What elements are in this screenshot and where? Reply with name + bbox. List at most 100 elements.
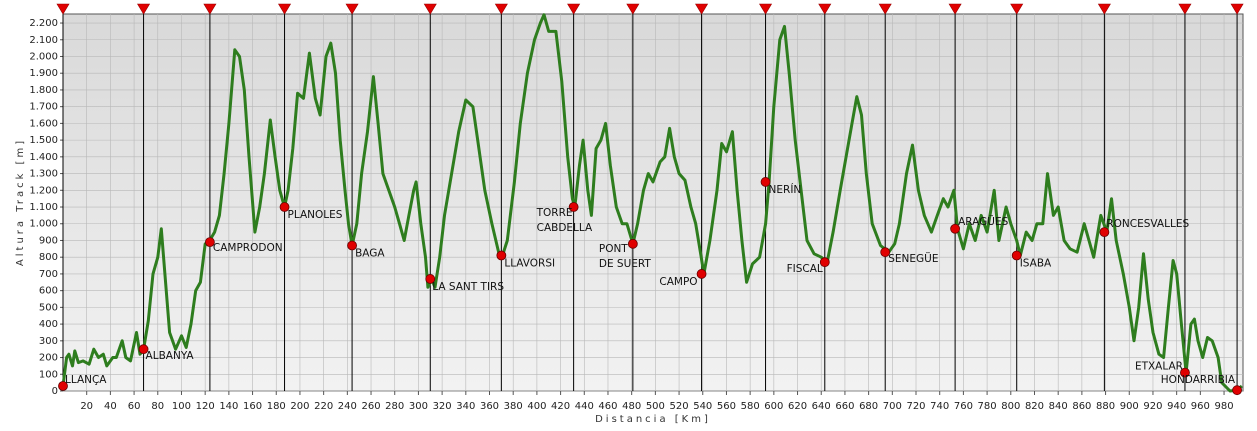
x-axis-title: Distancia [Km] (595, 414, 711, 425)
waypoint-label: CAMPRODON (213, 242, 283, 254)
waypoint-dot (138, 344, 149, 355)
y-tick-label: 2.100 (29, 35, 58, 46)
waypoint-label: CABDELLA (537, 222, 593, 234)
waypoint-label: PLANOLES (288, 209, 343, 221)
waypoint-dot (1011, 250, 1022, 261)
x-tick-label: 820 (1025, 401, 1044, 412)
waypoint-dot (880, 247, 891, 258)
waypoint-label: ETXALAR (1135, 361, 1183, 373)
x-tick-label: 720 (906, 401, 925, 412)
waypoint-label: LLANÇA (65, 374, 107, 386)
waypoint-dot (279, 202, 290, 212)
waypoint-marker (948, 3, 962, 15)
x-tick-label: 920 (1143, 401, 1162, 412)
x-tick-label: 360 (480, 401, 499, 412)
waypoint-marker (695, 3, 709, 15)
waypoint-marker (278, 3, 292, 15)
x-tick-label: 960 (1191, 401, 1210, 412)
y-axis-title: Altura Track [m] (15, 138, 26, 266)
waypoint-label: ALBANYA (146, 350, 195, 362)
waypoint-marker (818, 3, 832, 15)
waypoint-label: CAMPO (659, 276, 697, 288)
x-tick-label: 800 (1001, 401, 1020, 412)
x-tick-label: 460 (598, 401, 617, 412)
waypoint-dot (1232, 385, 1242, 396)
waypoint-dot (950, 223, 961, 234)
y-tick-label: 1.200 (29, 185, 58, 196)
waypoint-dot (58, 381, 68, 391)
y-tick-label: 800 (39, 252, 58, 263)
y-tick-label: 1.400 (29, 152, 58, 163)
y-tick-label: 1.600 (29, 118, 58, 129)
waypoint-marker (759, 3, 773, 15)
y-tick-label: 700 (39, 269, 58, 280)
x-tick-label: 740 (930, 401, 949, 412)
x-tick-label: 880 (1096, 401, 1115, 412)
x-tick-label: 100 (172, 401, 191, 412)
x-tick-label: 900 (1120, 401, 1139, 412)
x-tick-label: 980 (1214, 401, 1233, 412)
waypoint-marker (494, 3, 508, 15)
y-tick-label: 200 (39, 353, 58, 364)
x-tick-label: 260 (361, 401, 380, 412)
waypoint-label: FISCAL (787, 263, 823, 275)
y-tick-label: 1.500 (29, 135, 58, 146)
x-tick-label: 600 (764, 401, 783, 412)
y-tick-label: 1.300 (29, 169, 58, 180)
y-tick-label: 1.100 (29, 202, 58, 213)
waypoint-dot (347, 240, 357, 251)
x-tick-label: 560 (717, 401, 736, 412)
waypoint-label: PONT (599, 243, 628, 255)
waypoint-label: ISABA (1020, 258, 1052, 270)
x-tick-label: 300 (409, 401, 428, 412)
y-tick-label: 1.800 (29, 85, 58, 96)
x-tick-label: 40 (104, 401, 117, 412)
x-tick-label: 280 (385, 401, 404, 412)
x-tick-label: 340 (456, 401, 475, 412)
waypoint-marker (345, 3, 359, 15)
x-tick-label: 120 (196, 401, 215, 412)
waypoint-marker (567, 3, 581, 15)
waypoint-label: DE SUERT (599, 258, 652, 270)
waypoint-marker (423, 3, 437, 15)
x-tick-label: 480 (622, 401, 641, 412)
y-tick-label: 1.000 (29, 219, 58, 230)
waypoint-marker (1230, 3, 1244, 15)
x-tick-label: 200 (290, 401, 309, 412)
waypoint-label: LLAVORSI (504, 258, 555, 270)
waypoint-dot (760, 177, 771, 187)
y-tick-label: 1.700 (29, 102, 58, 113)
waypoint-dot (1099, 227, 1110, 238)
x-tick-label: 20 (80, 401, 93, 412)
elevation-line (61, 13, 1243, 393)
x-tick-label: 860 (1072, 401, 1091, 412)
y-tick-label: 900 (39, 235, 58, 246)
y-tick-label: 100 (39, 369, 58, 380)
y-tick-label: 400 (39, 319, 58, 330)
y-tick-label: 300 (39, 336, 58, 347)
waypoint-label: NERÍN (769, 183, 802, 196)
x-tick-label: 400 (527, 401, 546, 412)
waypoint-label: SENEGÜE (888, 252, 938, 265)
waypoint-dot (1180, 367, 1190, 378)
waypoint-label: RONCESVALLES (1106, 218, 1189, 230)
x-tick-label: 440 (575, 401, 594, 412)
x-tick-label: 520 (670, 401, 689, 412)
x-tick-label: 540 (693, 401, 712, 412)
waypoint-dot (627, 238, 638, 249)
waypoint-dot (496, 250, 507, 261)
waypoint-label: TORRE (536, 207, 573, 219)
x-tick-label: 180 (267, 401, 286, 412)
waypoint-marker (626, 3, 640, 15)
y-tick-label: 2.200 (29, 18, 58, 29)
waypoint-marker (878, 3, 892, 15)
x-tick-label: 580 (741, 401, 760, 412)
x-tick-label: 760 (954, 401, 973, 412)
waypoint-marker (203, 3, 217, 15)
waypoint-label: BAGA (355, 247, 385, 259)
x-tick-label: 840 (1049, 401, 1068, 412)
waypoint-dot (425, 274, 436, 284)
x-tick-label: 160 (243, 401, 262, 412)
x-tick-label: 380 (504, 401, 523, 412)
x-tick-label: 620 (788, 401, 807, 412)
